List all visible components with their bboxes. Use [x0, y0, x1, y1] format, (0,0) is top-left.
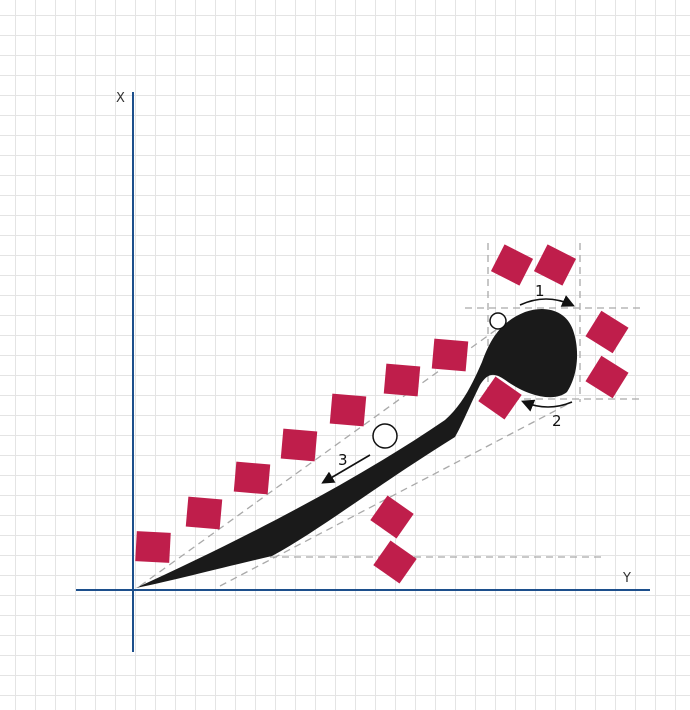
- dot-mark: [431, 338, 469, 372]
- calligraphy-letter-stroke: [136, 309, 578, 588]
- dot-mark: [585, 355, 629, 399]
- mid-point-marker: [372, 423, 398, 449]
- y-axis-label: Y: [622, 571, 631, 586]
- guide-lines: [139, 243, 640, 587]
- dot-mark: [280, 428, 318, 462]
- step-1-arrow: [519, 295, 575, 307]
- dot-mark: [233, 461, 271, 495]
- guide-lower-diagonal: [219, 402, 571, 587]
- step-2-label: 2: [552, 412, 562, 430]
- dot-mark: [135, 531, 171, 563]
- start-point-marker: [489, 312, 507, 330]
- dot-mark: [383, 363, 421, 397]
- guide-upper-diagonal: [139, 326, 501, 587]
- dot-mark: [585, 310, 629, 354]
- dot-mark: [329, 393, 367, 427]
- dot-mark: [370, 495, 414, 539]
- measurement-dots: [135, 244, 629, 584]
- dot-mark: [533, 244, 577, 286]
- step-2-arrow: [521, 399, 573, 412]
- x-axis-label: X: [116, 91, 125, 106]
- step-1-label: 1: [535, 282, 545, 300]
- dot-mark: [478, 376, 522, 420]
- dot-mark: [490, 244, 534, 286]
- step-3-label: 3: [338, 451, 348, 469]
- step-3-arrow: [321, 454, 371, 484]
- dot-mark: [185, 496, 223, 530]
- dot-mark: [373, 540, 417, 584]
